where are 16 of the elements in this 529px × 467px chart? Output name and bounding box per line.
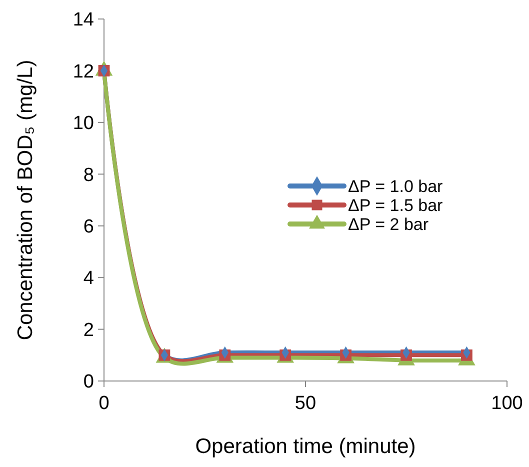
y-tick-label: 12 bbox=[72, 61, 94, 82]
x-tick-label: 50 bbox=[294, 393, 316, 414]
y-axis-title: Concentration of BOD₅ (mg/L) bbox=[14, 60, 37, 340]
legend-label: ΔP = 2 bar bbox=[348, 214, 429, 234]
x-axis-title: Operation time (minute) bbox=[195, 435, 416, 458]
y-tick-label: 4 bbox=[83, 268, 94, 290]
y-tick-label: 14 bbox=[72, 10, 94, 31]
legend-label: ΔP = 1.5 bar bbox=[348, 196, 444, 215]
y-tick-label: 2 bbox=[83, 320, 94, 341]
x-tick-label: 0 bbox=[98, 393, 110, 414]
y-tick-label: 0 bbox=[83, 372, 94, 393]
y-tick-label: 6 bbox=[83, 216, 94, 238]
y-tick-label: 8 bbox=[83, 164, 94, 186]
y-tick-label: 10 bbox=[72, 113, 94, 134]
legend-label: ΔP = 1.0 bar bbox=[348, 176, 444, 196]
x-tick-label: 100 bbox=[491, 393, 523, 414]
